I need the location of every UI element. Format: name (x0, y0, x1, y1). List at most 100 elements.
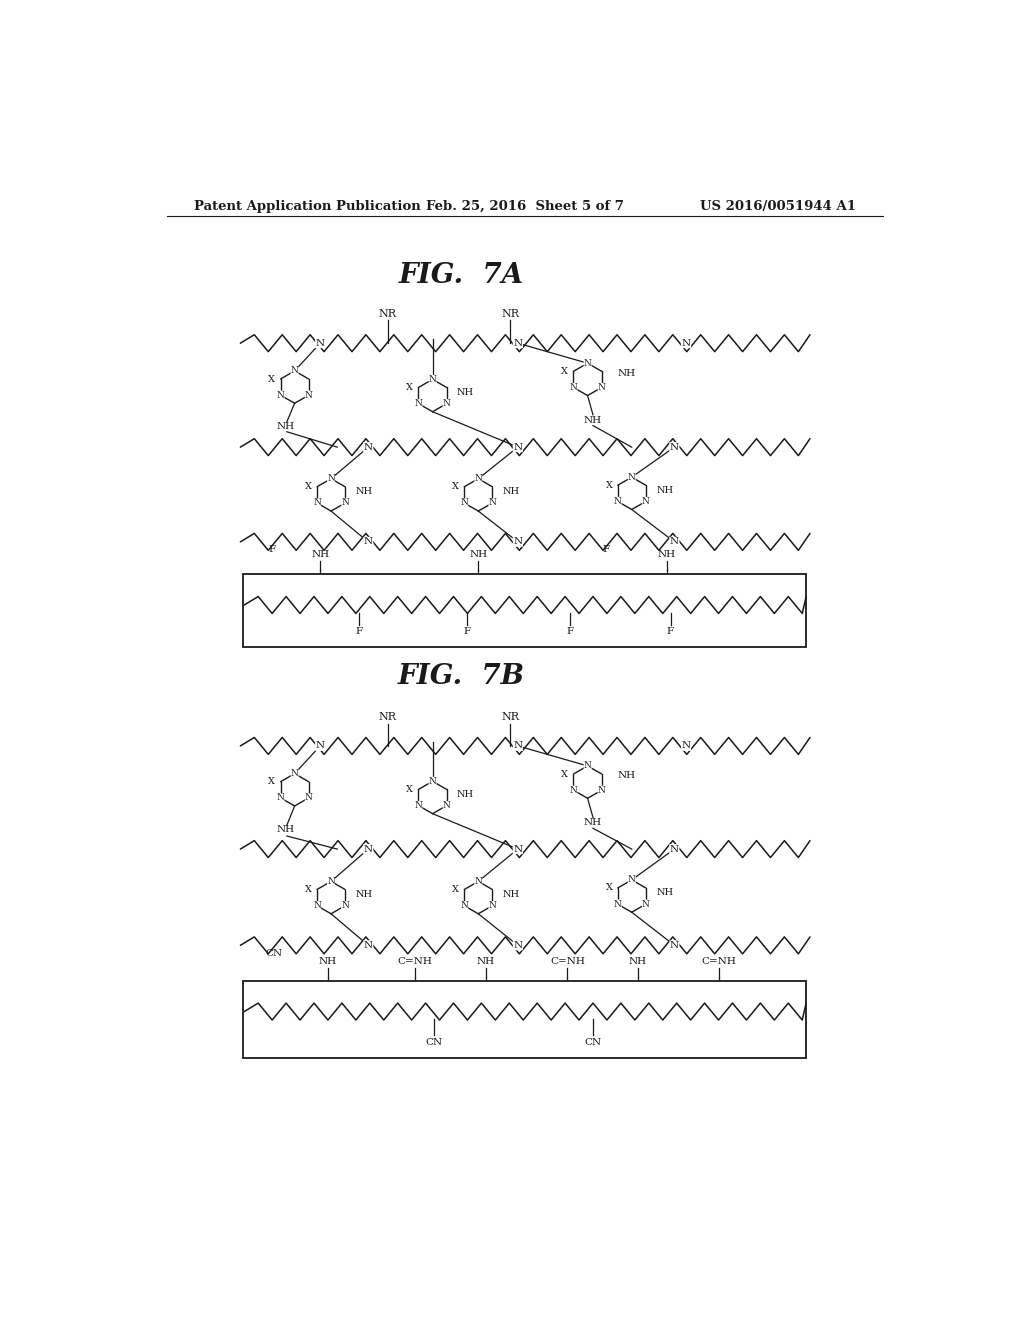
Text: NR: NR (379, 309, 396, 319)
Text: X: X (452, 482, 459, 491)
Text: F: F (566, 627, 573, 636)
Text: NH: NH (503, 890, 520, 899)
Text: NH: NH (503, 487, 520, 496)
Text: N: N (569, 785, 578, 795)
Text: X: X (305, 884, 311, 894)
Text: N: N (474, 474, 482, 483)
Text: N: N (276, 793, 285, 803)
Text: NH: NH (657, 550, 676, 560)
Text: F: F (602, 545, 609, 554)
Text: N: N (415, 399, 423, 408)
Text: N: N (628, 875, 636, 884)
Text: C=NH: C=NH (701, 957, 736, 966)
Text: F: F (355, 627, 362, 636)
Text: N: N (327, 474, 335, 483)
Bar (243, 981, 806, 1057)
Text: N: N (513, 537, 522, 546)
Text: N: N (415, 801, 423, 810)
Text: N: N (442, 801, 451, 810)
Text: N: N (569, 383, 578, 392)
Text: N: N (313, 902, 321, 911)
Text: X: X (305, 482, 311, 491)
Text: F: F (667, 627, 674, 636)
Text: N: N (291, 367, 299, 375)
Text: N: N (364, 845, 373, 854)
Text: NH: NH (276, 422, 294, 430)
Text: NR: NR (501, 713, 519, 722)
Text: N: N (681, 339, 690, 347)
Text: Feb. 25, 2016  Sheet 5 of 7: Feb. 25, 2016 Sheet 5 of 7 (426, 199, 624, 213)
Text: N: N (276, 391, 285, 400)
Text: N: N (513, 941, 522, 950)
Text: N: N (613, 900, 622, 908)
Bar (243, 574, 806, 647)
Text: N: N (429, 375, 436, 384)
Text: NH: NH (457, 388, 474, 397)
Text: N: N (291, 770, 299, 777)
Text: X: X (452, 884, 459, 894)
Text: N: N (584, 762, 592, 771)
Text: N: N (364, 537, 373, 546)
Text: N: N (584, 359, 592, 368)
Text: FIG.  7A: FIG. 7A (398, 261, 524, 289)
Text: X: X (407, 383, 414, 392)
Text: N: N (315, 339, 325, 347)
Text: N: N (598, 383, 605, 392)
Text: N: N (488, 499, 497, 507)
Text: N: N (460, 902, 468, 911)
Text: N: N (670, 537, 679, 546)
Text: C=NH: C=NH (397, 957, 432, 966)
Text: F: F (268, 545, 275, 554)
Text: US 2016/0051944 A1: US 2016/0051944 A1 (700, 199, 856, 213)
Text: N: N (341, 499, 349, 507)
Text: N: N (305, 793, 312, 803)
Text: N: N (474, 876, 482, 886)
Text: NR: NR (501, 309, 519, 319)
Text: N: N (327, 876, 335, 886)
Text: N: N (442, 399, 451, 408)
Text: N: N (642, 900, 650, 908)
Text: NH: NH (469, 550, 487, 560)
Text: N: N (364, 941, 373, 950)
Text: X: X (268, 375, 275, 384)
Text: X: X (561, 367, 568, 376)
Text: NH: NH (457, 789, 474, 799)
Text: N: N (513, 845, 522, 854)
Text: NH: NH (355, 487, 373, 496)
Text: X: X (605, 883, 612, 892)
Text: NH: NH (584, 416, 602, 425)
Text: X: X (561, 770, 568, 779)
Text: N: N (364, 442, 373, 451)
Text: N: N (429, 777, 436, 785)
Text: N: N (628, 473, 636, 482)
Text: F: F (464, 627, 471, 636)
Text: NH: NH (617, 368, 636, 378)
Text: X: X (605, 480, 612, 490)
Text: CN: CN (585, 1038, 601, 1047)
Text: N: N (341, 902, 349, 911)
Text: N: N (315, 742, 325, 750)
Text: N: N (598, 785, 605, 795)
Text: N: N (670, 845, 679, 854)
Text: N: N (670, 442, 679, 451)
Text: N: N (513, 339, 522, 347)
Text: NH: NH (311, 550, 330, 560)
Text: N: N (488, 902, 497, 911)
Text: FIG.  7B: FIG. 7B (397, 663, 525, 690)
Text: NH: NH (629, 957, 647, 966)
Text: CN: CN (265, 949, 283, 958)
Text: N: N (681, 742, 690, 750)
Text: NH: NH (617, 771, 636, 780)
Text: NH: NH (584, 818, 602, 828)
Text: CN: CN (426, 1038, 442, 1047)
Text: N: N (513, 442, 522, 451)
Text: N: N (613, 496, 622, 506)
Text: NH: NH (656, 888, 674, 898)
Text: N: N (642, 496, 650, 506)
Text: NH: NH (355, 890, 373, 899)
Text: C=NH: C=NH (550, 957, 585, 966)
Text: Patent Application Publication: Patent Application Publication (194, 199, 421, 213)
Text: N: N (305, 391, 312, 400)
Text: NH: NH (318, 957, 337, 966)
Text: NH: NH (276, 825, 294, 834)
